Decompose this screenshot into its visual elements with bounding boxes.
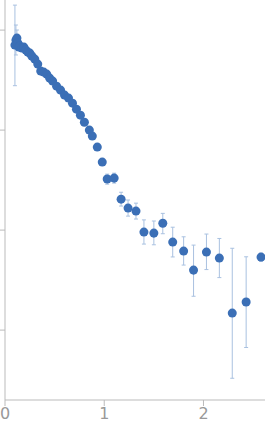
svg-text:1: 1	[99, 404, 109, 423]
svg-text:0: 0	[8, 404, 10, 423]
svg-text:2: 2	[198, 404, 208, 423]
